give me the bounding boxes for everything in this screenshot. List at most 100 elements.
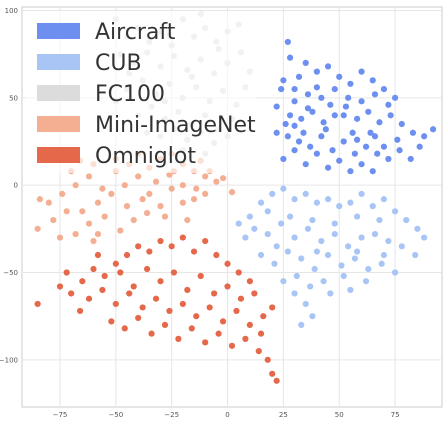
data-point: [246, 321, 253, 329]
data-point: [94, 251, 102, 259]
data-point: [280, 278, 287, 285]
data-point: [228, 189, 236, 196]
data-point: [202, 173, 209, 180]
data-point: [391, 208, 399, 215]
data-point: [121, 182, 128, 189]
data-point: [421, 234, 428, 241]
data-point: [211, 290, 218, 297]
legend-swatch: [37, 116, 80, 132]
data-point: [36, 196, 43, 203]
data-point: [391, 269, 399, 276]
data-point: [224, 283, 231, 290]
data-point: [322, 126, 329, 133]
data-point: [369, 203, 376, 210]
data-point: [264, 356, 271, 363]
data-point: [362, 278, 370, 285]
data-point: [224, 260, 231, 267]
data-point: [331, 220, 338, 227]
data-point: [179, 300, 186, 308]
data-point: [260, 313, 267, 320]
data-point: [345, 243, 352, 250]
data-point: [380, 85, 388, 93]
data-point: [257, 199, 265, 206]
data-point: [193, 313, 200, 320]
data-point: [409, 129, 417, 136]
data-point: [304, 105, 312, 112]
data-point: [298, 321, 305, 329]
data-point: [246, 278, 253, 285]
data-point: [99, 185, 106, 192]
data-point: [144, 210, 151, 217]
data-point: [298, 255, 305, 262]
data-point: [264, 208, 271, 215]
data-point: [362, 143, 370, 150]
data-point: [59, 190, 66, 197]
data-point: [284, 133, 291, 140]
data-point: [282, 120, 289, 128]
data-point: [338, 262, 345, 269]
data-point: [371, 91, 379, 98]
data-point: [369, 168, 376, 175]
data-point: [320, 119, 327, 126]
data-point: [63, 269, 70, 276]
data-point: [117, 227, 124, 234]
data-point: [349, 129, 356, 136]
data-point: [403, 217, 410, 224]
data-point: [235, 220, 242, 227]
data-point: [271, 260, 278, 267]
data-point: [161, 213, 169, 220]
data-point: [76, 307, 84, 315]
y-tick-label: 50: [9, 94, 18, 102]
legend-swatch: [37, 54, 80, 70]
data-point: [34, 300, 41, 308]
data-point: [412, 251, 419, 259]
data-point: [340, 272, 347, 280]
data-point: [278, 220, 285, 227]
data-point: [257, 330, 265, 337]
data-point: [313, 84, 320, 91]
data-point: [251, 225, 258, 232]
data-point: [342, 103, 350, 110]
data-point: [309, 108, 316, 115]
data-point: [304, 225, 312, 232]
data-point: [358, 98, 365, 105]
data-point: [50, 217, 57, 224]
data-point: [228, 342, 236, 349]
data-point: [358, 161, 365, 168]
data-point: [188, 325, 195, 332]
y-tick-label: 0: [14, 182, 18, 190]
data-point: [320, 278, 327, 285]
data-point: [269, 370, 276, 377]
data-point: [152, 178, 160, 185]
data-point: [354, 115, 361, 122]
data-point: [298, 115, 305, 122]
data-point: [190, 248, 198, 255]
data-point: [387, 112, 394, 119]
data-point: [347, 286, 354, 294]
data-point: [347, 168, 354, 175]
data-point: [101, 213, 108, 220]
data-point: [313, 248, 320, 255]
data-point: [146, 190, 153, 197]
data-point: [318, 237, 325, 245]
data-point: [416, 143, 423, 150]
data-point: [336, 73, 343, 80]
series-omniglot: [34, 234, 280, 384]
data-point: [351, 150, 358, 157]
data-point: [90, 237, 97, 245]
legend-swatch: [37, 147, 80, 163]
data-point: [130, 217, 137, 224]
data-point: [284, 38, 291, 46]
data-point: [135, 173, 142, 180]
data-point: [235, 269, 242, 276]
x-tick-label: −75: [53, 411, 68, 419]
data-point: [313, 68, 320, 75]
data-point: [251, 290, 258, 297]
data-point: [94, 199, 102, 206]
data-point: [385, 101, 392, 108]
data-point: [358, 68, 365, 75]
data-point: [168, 185, 175, 192]
data-point: [85, 220, 93, 227]
data-point: [237, 295, 245, 302]
data-point: [213, 178, 220, 185]
